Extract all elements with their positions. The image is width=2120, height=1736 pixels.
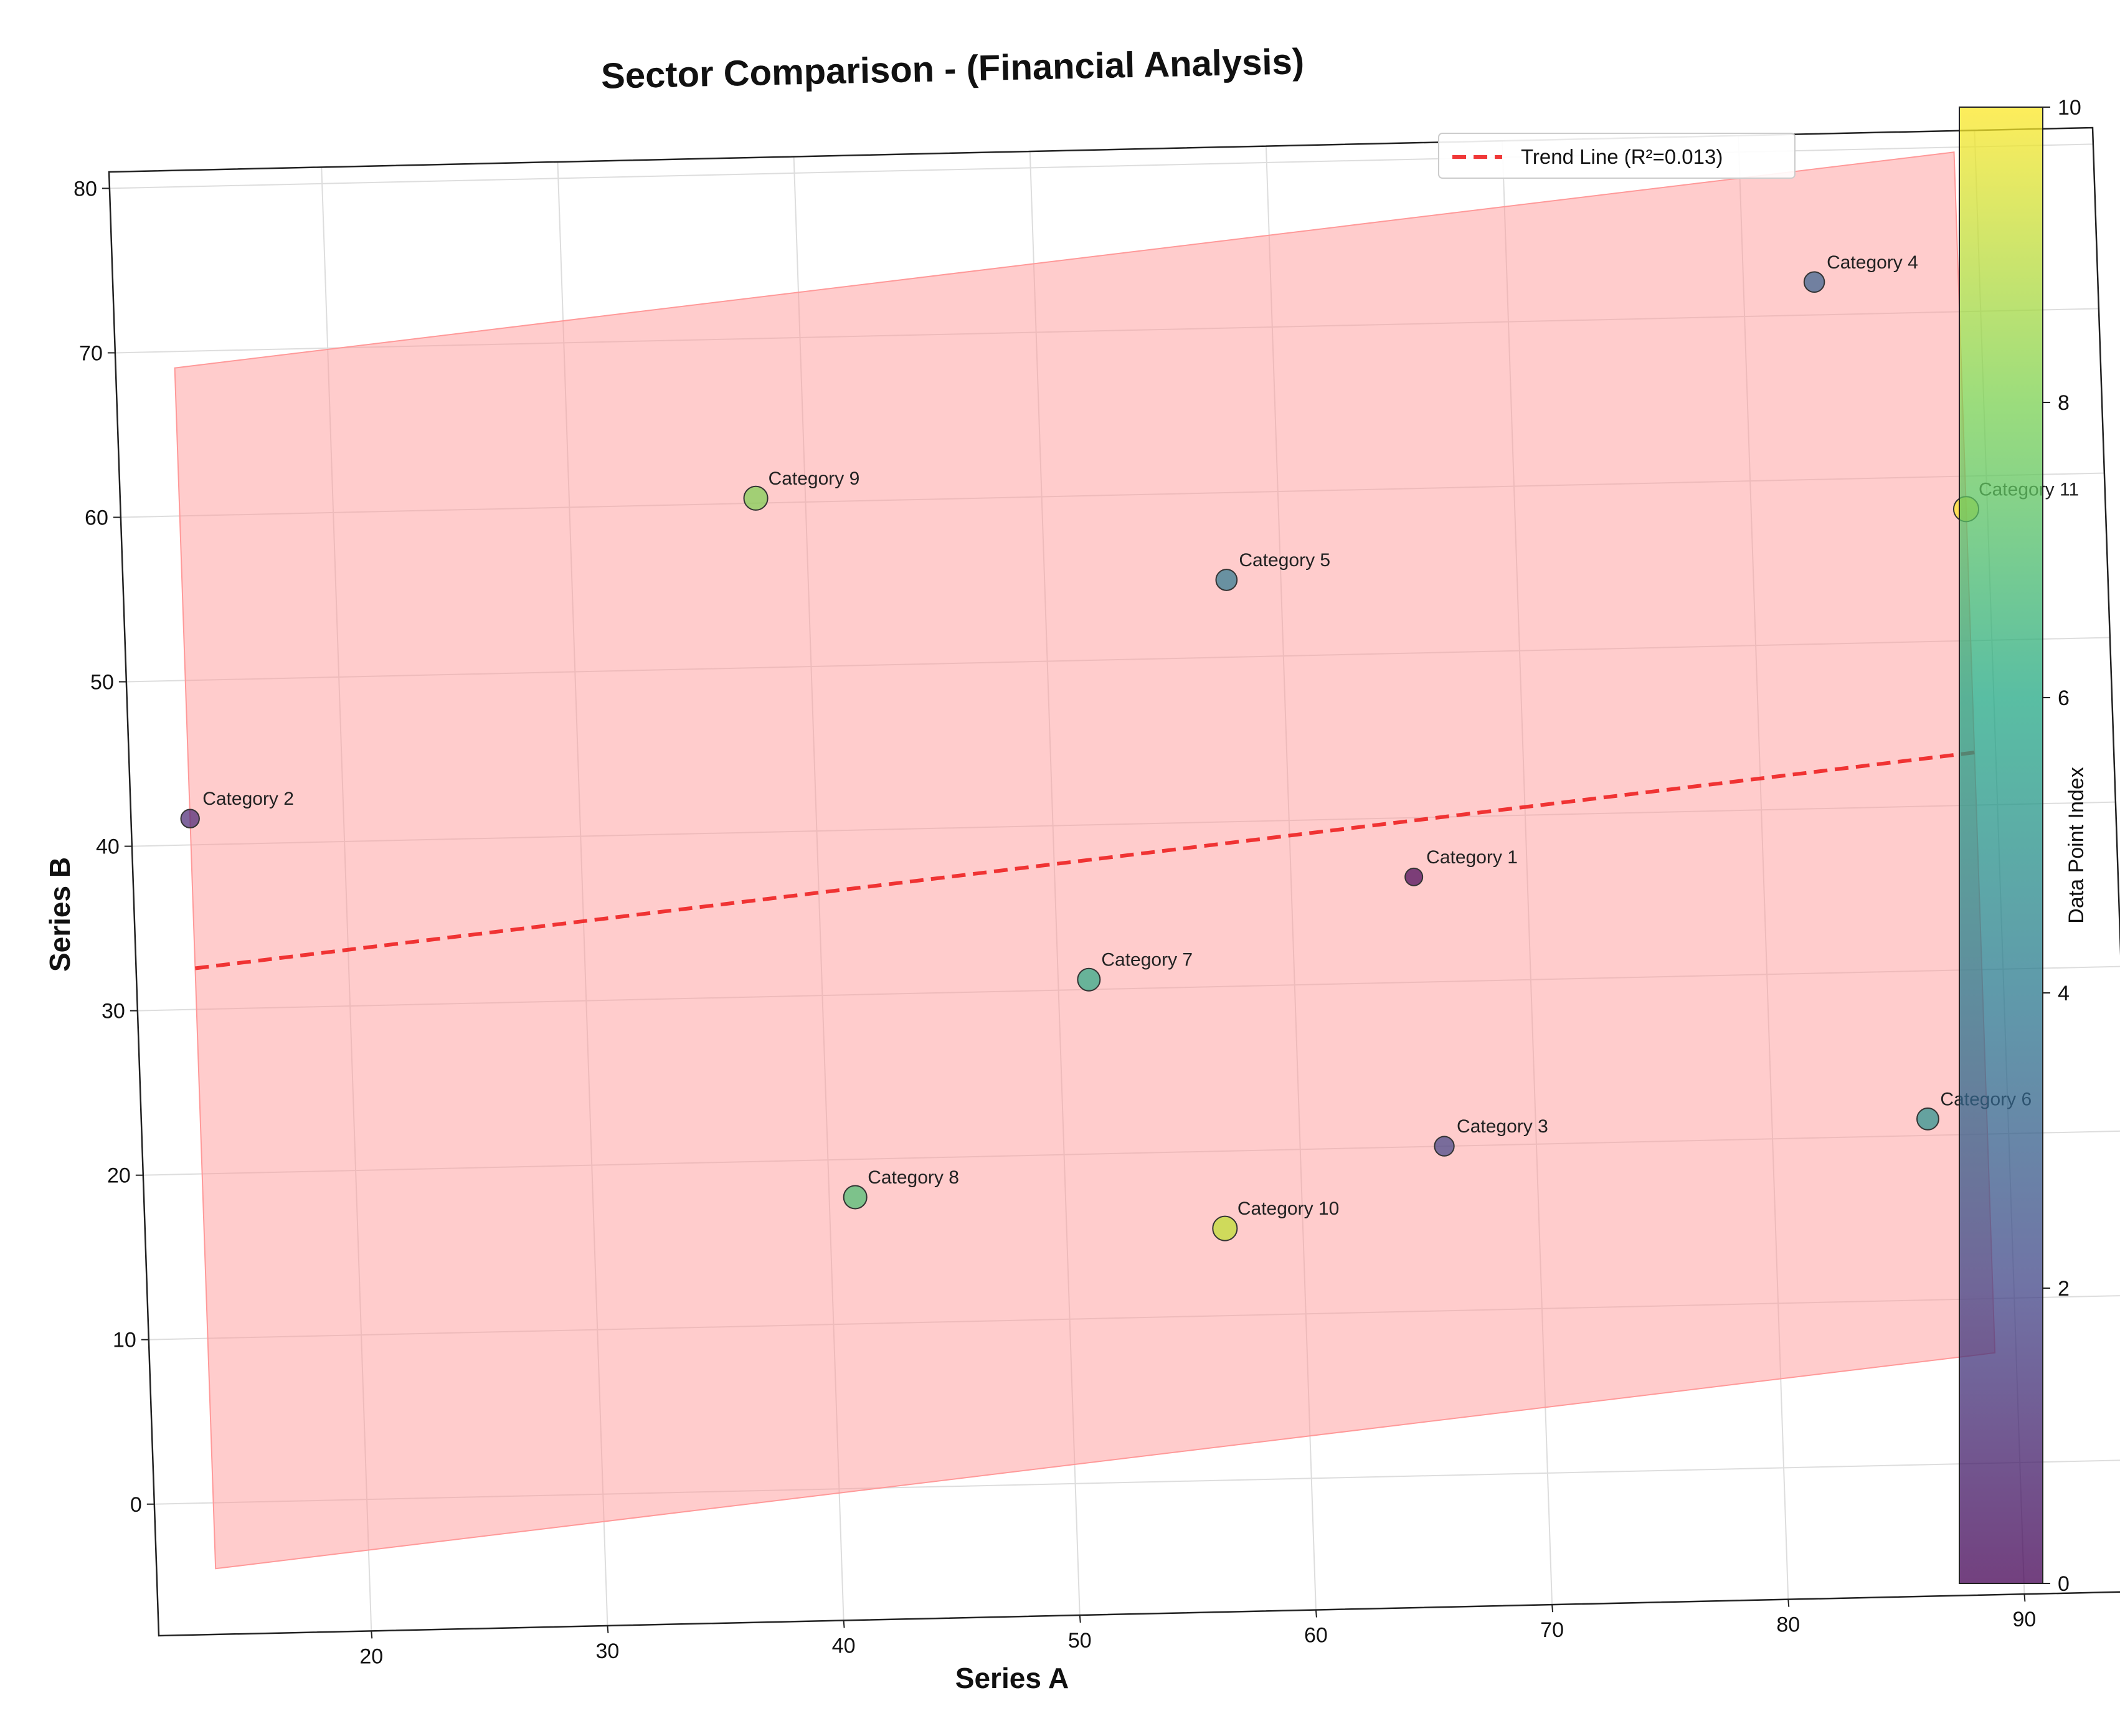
data-point [1803,271,1825,293]
point-label: Category 5 [1239,550,1330,571]
point-label: Category 3 [1457,1116,1548,1137]
colorbar-tick-label: 4 [2058,982,2070,1005]
y-tick-label: 10 [113,1329,136,1352]
x-tick [1079,1615,1081,1623]
x-tick [371,1631,373,1639]
x-tick-label: 20 [359,1644,383,1668]
data-point [180,809,200,828]
data-point [1434,1136,1455,1157]
legend: Trend Line (R²=0.013) [1438,133,1796,179]
x-tick [1551,1605,1554,1613]
x-tick-label: 60 [1304,1624,1328,1648]
data-point [743,485,769,511]
chart-title: Sector Comparison - (Financial Analysis) [600,41,1304,97]
x-tick-label: 80 [1776,1613,1800,1637]
x-tick [1315,1610,1317,1618]
point-label: Category 1 [1426,847,1518,868]
colorbar-tick-label: 6 [2058,686,2070,710]
point-label: Category 2 [202,789,294,809]
x-tick-label: 30 [596,1639,620,1663]
data-point [1212,1215,1238,1241]
colorbar: 0 2 4 6 8 10 Data Point Index [1959,96,2088,1596]
legend-label: Trend Line (R²=0.013) [1521,145,1723,168]
point-label: Category 4 [1827,252,1918,273]
x-tick [843,1620,845,1628]
colorbar-tick-label: 2 [2058,1277,2070,1301]
y-tick-label: 40 [96,835,120,859]
x-tick-label: 90 [2013,1608,2037,1631]
x-tick-label: 70 [1540,1618,1564,1642]
x-axis-label: Series A [955,1662,1069,1694]
x-tick-label: 50 [1068,1629,1092,1653]
plot-area: Category 1 Category 2 Category 3 Category 4… [73,126,2120,1668]
y-tick-label: 20 [107,1164,131,1188]
x-tick [1787,1599,1790,1607]
y-tick-label: 0 [130,1493,142,1517]
x-tick [607,1625,609,1634]
x-tick [2023,1594,2026,1602]
data-point [843,1185,868,1210]
colorbar-tick-label: 10 [2058,96,2081,120]
y-tick-label: 50 [90,671,114,695]
y-tick-label: 70 [79,341,103,365]
colorbar-tick-label: 8 [2058,391,2070,415]
point-label: Category 9 [769,468,860,489]
colorbar-tick-label: 0 [2058,1572,2070,1596]
colorbar-ticks: 0 2 4 6 8 10 [2043,96,2081,1596]
colorbar-gradient [1959,107,2043,1583]
y-axis-label: Series B [44,857,76,972]
y-tick-label: 80 [73,177,97,201]
data-point [1916,1107,1939,1131]
point-label: Category 10 [1237,1198,1339,1219]
trend-line [195,751,1975,970]
y-tick-label: 60 [85,506,108,529]
data-point [1215,569,1238,591]
point-label: Category 7 [1101,950,1193,970]
colorbar-label: Data Point Index [2065,767,2088,923]
colorbar-frame [1959,107,2043,1584]
y-tick-label: 30 [102,1000,125,1023]
x-tick-label: 40 [832,1634,856,1658]
axes-frame [108,126,2120,1637]
data-point [1077,967,1101,992]
point-label: Category 8 [868,1167,959,1188]
data-point [1404,867,1424,886]
legend-box [1438,133,1796,179]
